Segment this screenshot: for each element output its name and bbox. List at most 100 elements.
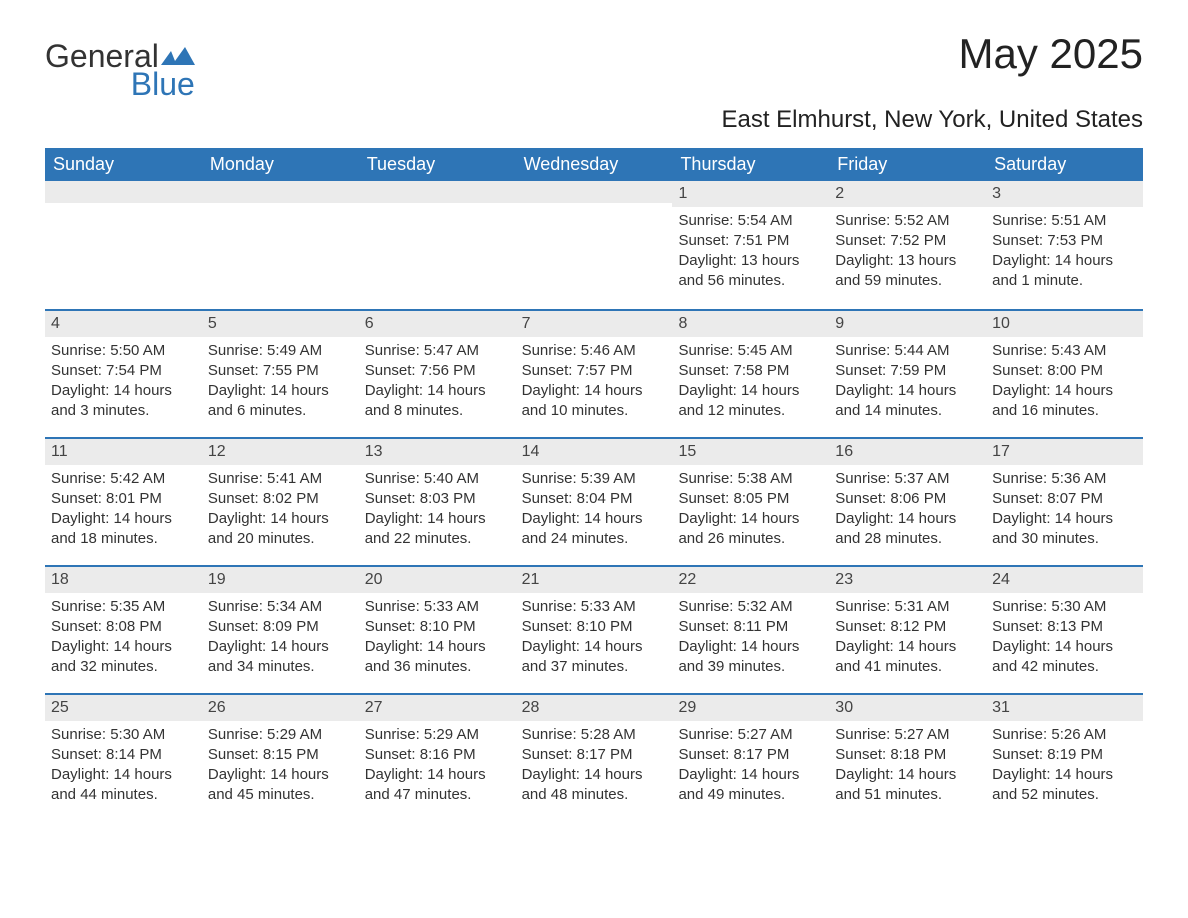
sunset-text: Sunset: 7:59 PM [835,361,980,381]
day-number: 14 [516,439,673,465]
calendar-cell: 24Sunrise: 5:30 AMSunset: 8:13 PMDayligh… [986,567,1143,693]
calendar-cell: 1Sunrise: 5:54 AMSunset: 7:51 PMDaylight… [672,181,829,309]
daylight-text: Daylight: 14 hours and 22 minutes. [365,509,510,550]
calendar-cell [359,181,516,309]
sunrise-text: Sunrise: 5:36 AM [992,469,1137,489]
day-number [516,181,673,203]
day-body: Sunrise: 5:34 AMSunset: 8:09 PMDaylight:… [202,593,359,686]
calendar-cell: 10Sunrise: 5:43 AMSunset: 8:00 PMDayligh… [986,311,1143,437]
calendar-cell: 23Sunrise: 5:31 AMSunset: 8:12 PMDayligh… [829,567,986,693]
calendar-cell: 18Sunrise: 5:35 AMSunset: 8:08 PMDayligh… [45,567,202,693]
day-body: Sunrise: 5:28 AMSunset: 8:17 PMDaylight:… [516,721,673,814]
day-number: 8 [672,311,829,337]
sunrise-text: Sunrise: 5:50 AM [51,341,196,361]
sunrise-text: Sunrise: 5:37 AM [835,469,980,489]
calendar-cell: 13Sunrise: 5:40 AMSunset: 8:03 PMDayligh… [359,439,516,565]
dow-tuesday: Tuesday [359,148,516,181]
day-number: 29 [672,695,829,721]
day-body: Sunrise: 5:29 AMSunset: 8:15 PMDaylight:… [202,721,359,814]
calendar-cell [202,181,359,309]
daylight-text: Daylight: 14 hours and 45 minutes. [208,765,353,806]
sunset-text: Sunset: 7:52 PM [835,231,980,251]
location-label: East Elmhurst, New York, United States [45,106,1143,134]
daylight-text: Daylight: 14 hours and 52 minutes. [992,765,1137,806]
sunset-text: Sunset: 8:09 PM [208,617,353,637]
sunrise-text: Sunrise: 5:54 AM [678,211,823,231]
sunset-text: Sunset: 8:16 PM [365,745,510,765]
dow-saturday: Saturday [986,148,1143,181]
sunset-text: Sunset: 8:02 PM [208,489,353,509]
day-number: 18 [45,567,202,593]
sunrise-text: Sunrise: 5:40 AM [365,469,510,489]
day-body: Sunrise: 5:30 AMSunset: 8:14 PMDaylight:… [45,721,202,814]
calendar-cell: 11Sunrise: 5:42 AMSunset: 8:01 PMDayligh… [45,439,202,565]
day-number: 5 [202,311,359,337]
day-number: 10 [986,311,1143,337]
day-number: 4 [45,311,202,337]
daylight-text: Daylight: 14 hours and 18 minutes. [51,509,196,550]
day-number [45,181,202,203]
calendar-week: 11Sunrise: 5:42 AMSunset: 8:01 PMDayligh… [45,437,1143,565]
sunset-text: Sunset: 7:56 PM [365,361,510,381]
sunset-text: Sunset: 7:54 PM [51,361,196,381]
day-number: 7 [516,311,673,337]
day-body [359,203,516,283]
daylight-text: Daylight: 14 hours and 48 minutes. [522,765,667,806]
calendar-cell: 27Sunrise: 5:29 AMSunset: 8:16 PMDayligh… [359,695,516,821]
sunset-text: Sunset: 8:06 PM [835,489,980,509]
sunset-text: Sunset: 8:14 PM [51,745,196,765]
day-body: Sunrise: 5:36 AMSunset: 8:07 PMDaylight:… [986,465,1143,558]
calendar-cell: 15Sunrise: 5:38 AMSunset: 8:05 PMDayligh… [672,439,829,565]
dow-monday: Monday [202,148,359,181]
sunset-text: Sunset: 8:10 PM [365,617,510,637]
calendar-cell: 31Sunrise: 5:26 AMSunset: 8:19 PMDayligh… [986,695,1143,821]
calendar-cell: 7Sunrise: 5:46 AMSunset: 7:57 PMDaylight… [516,311,673,437]
page-title: May 2025 [959,30,1143,78]
daylight-text: Daylight: 14 hours and 8 minutes. [365,381,510,422]
header: General Blue May 2025 [45,30,1143,100]
day-number: 27 [359,695,516,721]
sunrise-text: Sunrise: 5:49 AM [208,341,353,361]
day-body: Sunrise: 5:51 AMSunset: 7:53 PMDaylight:… [986,207,1143,300]
daylight-text: Daylight: 14 hours and 10 minutes. [522,381,667,422]
calendar-cell: 21Sunrise: 5:33 AMSunset: 8:10 PMDayligh… [516,567,673,693]
sunset-text: Sunset: 8:17 PM [522,745,667,765]
daylight-text: Daylight: 14 hours and 39 minutes. [678,637,823,678]
sunset-text: Sunset: 8:10 PM [522,617,667,637]
calendar-cell: 16Sunrise: 5:37 AMSunset: 8:06 PMDayligh… [829,439,986,565]
sunset-text: Sunset: 8:05 PM [678,489,823,509]
sunrise-text: Sunrise: 5:39 AM [522,469,667,489]
daylight-text: Daylight: 14 hours and 32 minutes. [51,637,196,678]
calendar-week: 18Sunrise: 5:35 AMSunset: 8:08 PMDayligh… [45,565,1143,693]
calendar-cell: 6Sunrise: 5:47 AMSunset: 7:56 PMDaylight… [359,311,516,437]
day-body: Sunrise: 5:32 AMSunset: 8:11 PMDaylight:… [672,593,829,686]
day-body: Sunrise: 5:43 AMSunset: 8:00 PMDaylight:… [986,337,1143,430]
daylight-text: Daylight: 14 hours and 20 minutes. [208,509,353,550]
sunset-text: Sunset: 8:00 PM [992,361,1137,381]
day-number [202,181,359,203]
sunrise-text: Sunrise: 5:33 AM [522,597,667,617]
day-number: 19 [202,567,359,593]
daylight-text: Daylight: 14 hours and 44 minutes. [51,765,196,806]
sunset-text: Sunset: 8:11 PM [678,617,823,637]
sunrise-text: Sunrise: 5:30 AM [992,597,1137,617]
calendar-cell [516,181,673,309]
day-number: 28 [516,695,673,721]
calendar-cell: 20Sunrise: 5:33 AMSunset: 8:10 PMDayligh… [359,567,516,693]
sunrise-text: Sunrise: 5:44 AM [835,341,980,361]
sunset-text: Sunset: 8:07 PM [992,489,1137,509]
day-number: 30 [829,695,986,721]
day-number: 24 [986,567,1143,593]
daylight-text: Daylight: 14 hours and 42 minutes. [992,637,1137,678]
day-body: Sunrise: 5:54 AMSunset: 7:51 PMDaylight:… [672,207,829,300]
day-body: Sunrise: 5:41 AMSunset: 8:02 PMDaylight:… [202,465,359,558]
sunrise-text: Sunrise: 5:26 AM [992,725,1137,745]
calendar-page: General Blue May 2025 East Elmhurst, New… [0,0,1188,861]
day-body: Sunrise: 5:27 AMSunset: 8:18 PMDaylight:… [829,721,986,814]
sunrise-text: Sunrise: 5:43 AM [992,341,1137,361]
daylight-text: Daylight: 13 hours and 56 minutes. [678,251,823,292]
day-number: 31 [986,695,1143,721]
day-body: Sunrise: 5:46 AMSunset: 7:57 PMDaylight:… [516,337,673,430]
daylight-text: Daylight: 14 hours and 3 minutes. [51,381,196,422]
calendar-week: 4Sunrise: 5:50 AMSunset: 7:54 PMDaylight… [45,309,1143,437]
